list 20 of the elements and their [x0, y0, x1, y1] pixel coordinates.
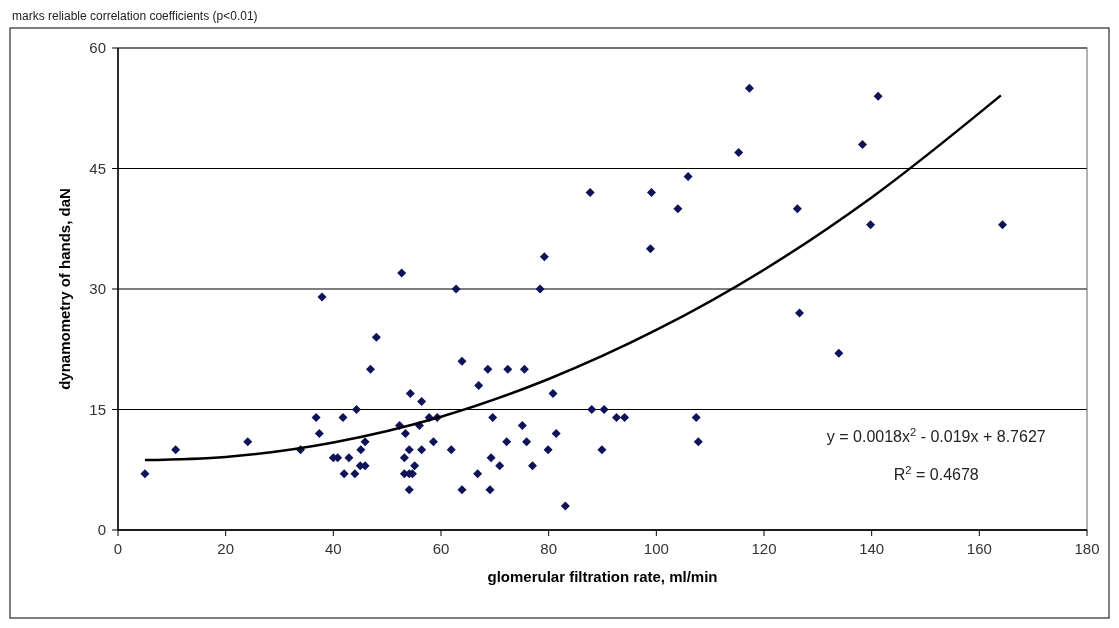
y-tick-label: 15 [89, 400, 106, 418]
x-tick-label: 120 [751, 540, 777, 557]
y-tick-label: 45 [89, 159, 106, 177]
x-tick-label: 0 [113, 540, 123, 557]
x-tick-label: 60 [432, 540, 450, 557]
y-tick-label: 60 [89, 39, 106, 56]
x-tick-label: 100 [643, 540, 669, 557]
x-axis-title: glomerular filtration rate, ml/min [487, 568, 718, 585]
y-tick-label: 0 [97, 521, 106, 538]
x-tick-label: 20 [217, 540, 235, 557]
x-tick-label: 160 [966, 540, 992, 557]
chart-title: marks reliable correlation coefficients (p<0.01) [12, 9, 258, 23]
y-tick-label: 30 [89, 280, 106, 297]
x-tick-label: 140 [859, 540, 885, 557]
annotation: y = 0.0018x$^{2}$ - 0.019x + 8.7627 [826, 425, 1046, 445]
x-tick-label: 80 [540, 540, 558, 557]
annotation: R$^{2}$ = 0.4678 [893, 463, 979, 483]
x-tick-label: 40 [324, 540, 342, 557]
y-axis-title: dynamometry of hands, daN [56, 188, 73, 390]
x-tick-label: 180 [1074, 540, 1100, 557]
